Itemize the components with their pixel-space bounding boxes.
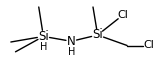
Text: Cl: Cl: [143, 41, 154, 50]
Text: H: H: [68, 47, 75, 57]
Text: N: N: [67, 35, 76, 48]
Text: H: H: [40, 42, 47, 52]
Text: Si: Si: [92, 28, 103, 42]
Text: Si: Si: [38, 30, 49, 43]
Text: Cl: Cl: [117, 10, 128, 20]
